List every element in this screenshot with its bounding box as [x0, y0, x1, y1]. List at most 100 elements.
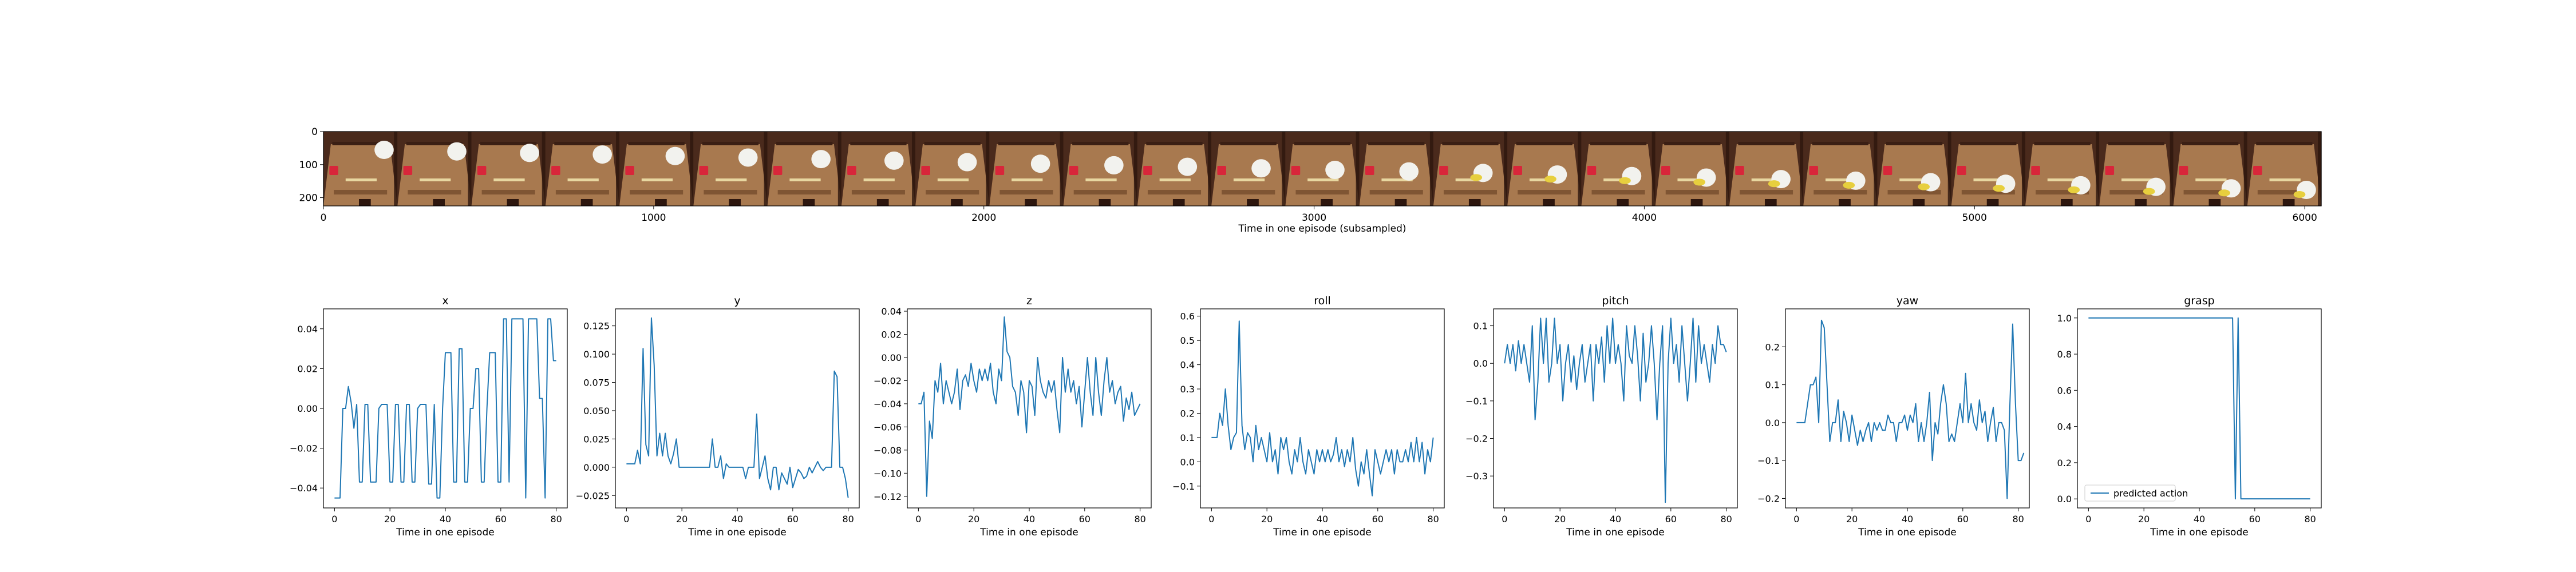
x-tick-label: 6000 — [2293, 212, 2317, 224]
chart-pitch: pitch Time in one episode 0 20 40 60 80 −0.3 −… — [1465, 295, 1738, 538]
x-tick-label: 80 — [1720, 514, 1732, 525]
frame-cube — [1587, 166, 1597, 175]
chart-body: 0 20 40 60 80 −0.025 0.000 0.025 0.050 0.075 0.100… — [576, 308, 860, 525]
frame-stick — [493, 178, 525, 181]
frame-stand — [580, 199, 593, 206]
frame-stick — [1307, 178, 1339, 181]
frame-table-edge — [1665, 190, 1719, 194]
film-frame — [2247, 132, 2322, 206]
frame-rail — [1960, 142, 2017, 145]
frame-object — [2068, 186, 2080, 193]
frame-edge — [1652, 132, 1656, 206]
frame-edge — [1060, 132, 1064, 206]
y-tick-label: −0.04 — [874, 399, 902, 410]
frame-stick — [1455, 178, 1487, 181]
y-tick-label: −0.3 — [1465, 471, 1488, 482]
y-tick-label: −0.04 — [290, 483, 318, 494]
frame-object — [2218, 189, 2230, 197]
frame-rail — [1886, 142, 1943, 145]
y-tick-label: 0.00 — [297, 403, 318, 414]
film-frame — [619, 132, 694, 206]
film-frame — [1211, 132, 1286, 206]
x-tick-label: 40 — [1024, 514, 1035, 525]
x-tick-label: 3000 — [1302, 212, 1326, 224]
frame-rail — [554, 142, 611, 145]
frame-table-edge — [1961, 190, 2015, 194]
frame-object — [1768, 180, 1780, 188]
frame-cube — [329, 166, 338, 175]
film-frame — [471, 132, 546, 206]
frame-stand — [729, 199, 741, 206]
film-frame — [915, 132, 990, 206]
frame-object — [1843, 181, 1855, 189]
frame-edge — [542, 132, 546, 206]
frame-edge — [1282, 132, 1286, 206]
frame-stick — [2047, 178, 2079, 181]
frame-edge — [1800, 132, 1804, 206]
frame-cube — [1217, 166, 1226, 175]
y-tick-label: 0.1 — [1473, 321, 1488, 332]
x-tick-label: 4000 — [1632, 212, 1657, 224]
frame-edge — [1208, 132, 1212, 206]
y-tick-label: 0.0 — [2057, 494, 2072, 505]
frame-gripper — [1251, 159, 1271, 178]
film-frame — [1507, 132, 1582, 206]
frame-stick — [1677, 178, 1709, 181]
x-tick-label: 80 — [2304, 514, 2316, 525]
film-frame — [2099, 132, 2174, 206]
frame-table-edge — [2257, 190, 2311, 194]
frame-stand — [1690, 199, 1703, 206]
frame-cube — [2179, 166, 2188, 175]
y-tick-label: 0 — [311, 126, 318, 138]
series-line — [1504, 317, 1727, 503]
frame-table-edge — [1518, 190, 1571, 194]
frame-cube — [1069, 166, 1078, 175]
frame-table-edge — [1740, 190, 1793, 194]
chart-title: pitch — [1602, 295, 1629, 307]
series-line — [626, 317, 849, 498]
y-tick-label: 0.100 — [583, 349, 610, 360]
x-tick-label: 20 — [1261, 514, 1273, 525]
chart-title: y — [734, 295, 740, 307]
frame-table-edge — [777, 190, 831, 194]
frame-rail — [702, 142, 759, 145]
frame-stand — [507, 199, 519, 206]
film-frame — [767, 132, 842, 206]
x-tick-label: 40 — [732, 514, 743, 525]
film-frame — [1359, 132, 1434, 206]
frame-stand — [1099, 199, 1111, 206]
frame-gripper — [1325, 161, 1345, 179]
filmstrip-ticks: 0 1000 2000 3000 4000 5000 6000 0 100 200 — [299, 126, 2317, 224]
frame-edge — [690, 132, 694, 206]
film-frame — [1581, 132, 1656, 206]
frame-rail — [2108, 142, 2164, 145]
x-tick-label: 0 — [915, 514, 921, 525]
y-tick-label: 0.0 — [1765, 418, 1780, 428]
y-tick-label: −0.12 — [874, 491, 902, 502]
x-tick-label: 80 — [842, 514, 854, 525]
chart-grasp: grasp Time in one episode 0 20 40 60 80 0.0 0.… — [2057, 295, 2322, 538]
frame-gripper — [592, 145, 612, 164]
frame-edge — [1874, 132, 1878, 206]
frame-gripper — [1104, 156, 1124, 174]
x-tick-label: 20 — [1554, 514, 1566, 525]
frame-cube — [1735, 166, 1744, 175]
frame-stand — [1394, 199, 1407, 206]
frame-stick — [641, 178, 673, 181]
chart-xlabel: Time in one episode — [1273, 527, 1371, 538]
y-tick-label: 0.02 — [881, 329, 902, 340]
frame-cube — [2253, 166, 2262, 175]
frame-edge — [912, 132, 916, 206]
chart-xlabel: Time in one episode — [396, 527, 494, 538]
x-tick-label: 60 — [495, 514, 507, 525]
frame-gripper — [374, 141, 394, 159]
frame-rail — [2256, 142, 2313, 145]
y-tick-label: 0.1 — [1180, 432, 1195, 443]
frame-cube — [921, 166, 930, 175]
chart-xlabel: Time in one episode — [1566, 527, 1664, 538]
y-tick-label: 0.2 — [2057, 458, 2072, 468]
frame-rail — [1590, 142, 1647, 145]
frame-stick — [567, 178, 599, 181]
frame-cube — [2105, 166, 2115, 175]
